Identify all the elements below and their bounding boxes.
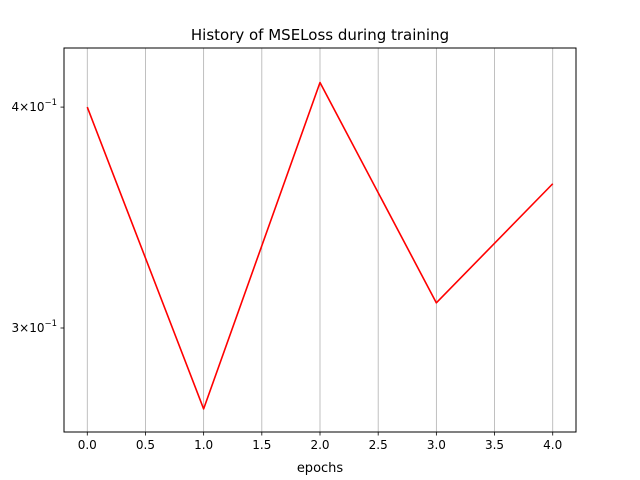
x-tick-label: 3.5 bbox=[485, 438, 504, 452]
x-tick-label: 0.5 bbox=[136, 438, 155, 452]
x-tick-label: 4.0 bbox=[543, 438, 562, 452]
x-tick-label: 3.0 bbox=[427, 438, 446, 452]
x-tick-label: 2.0 bbox=[310, 438, 329, 452]
series-layer bbox=[86, 81, 554, 410]
y-tick-label: 3×10−1 bbox=[12, 319, 58, 335]
x-tick-label: 0.0 bbox=[78, 438, 97, 452]
y-tick-label: 4×10−1 bbox=[12, 98, 58, 114]
x-tick-label: 2.5 bbox=[369, 438, 388, 452]
x-tick-label: 1.0 bbox=[194, 438, 213, 452]
x-tick-label: 1.5 bbox=[252, 438, 271, 452]
grid-layer bbox=[86, 48, 554, 432]
y-tick-layer: 3×10−1 4×10−1 bbox=[12, 98, 64, 335]
loss-series-line bbox=[86, 81, 554, 410]
x-tick-layer: 0.0 0.5 1.0 1.5 2.0 2.5 3.0 3.5 4.0 bbox=[78, 432, 562, 452]
x-axis-label: epochs bbox=[297, 461, 344, 476]
chart-title: History of MSELoss during training bbox=[191, 26, 449, 44]
